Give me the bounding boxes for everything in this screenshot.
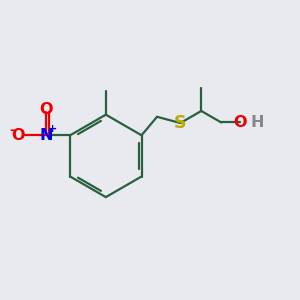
Text: -: - (9, 124, 14, 137)
Text: +: + (48, 124, 57, 134)
Text: S: S (174, 114, 187, 132)
Text: N: N (39, 128, 53, 143)
Text: O: O (11, 128, 25, 143)
Text: O: O (39, 103, 53, 118)
Text: O: O (234, 115, 247, 130)
Text: H: H (250, 115, 264, 130)
